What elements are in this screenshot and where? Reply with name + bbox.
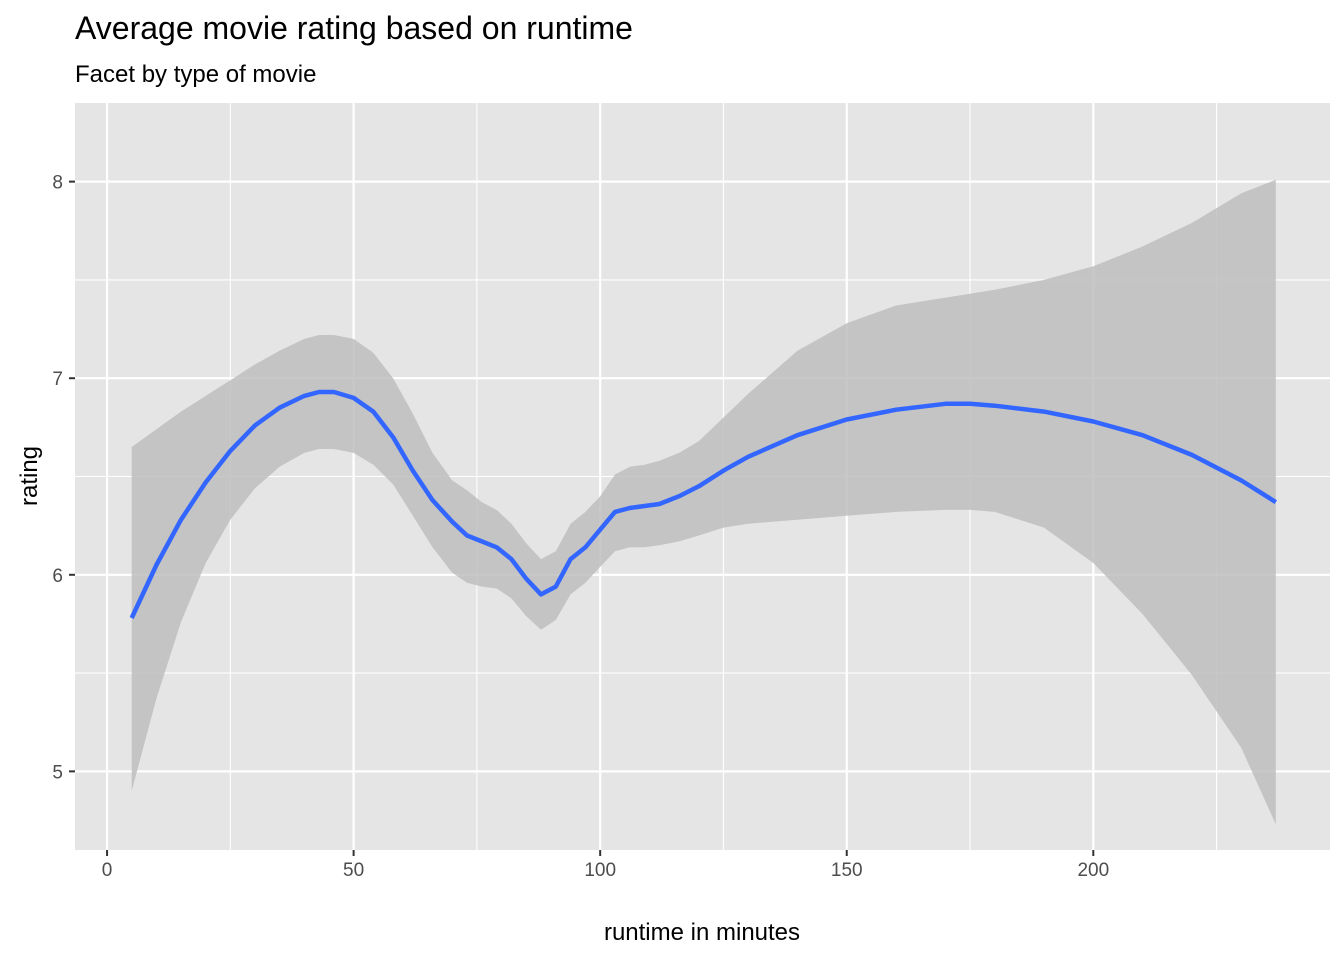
x-tick-label: 100: [584, 860, 616, 881]
chart-title: Average movie rating based on runtime: [75, 10, 633, 46]
y-axis: 5 6 7 8: [52, 173, 75, 783]
x-tick-label: 0: [102, 860, 113, 881]
x-axis: 0 50 100 150 200: [102, 850, 1109, 881]
x-tick-label: 150: [831, 860, 863, 881]
confidence-ribbon: [131, 179, 1276, 825]
y-tick-label: 6: [52, 566, 63, 587]
y-tick-label: 8: [52, 173, 63, 194]
chart-subtitle: Facet by type of movie: [75, 61, 316, 88]
y-tick-label: 7: [52, 369, 63, 390]
y-axis-title: rating: [16, 446, 43, 506]
x-axis-title: runtime in minutes: [604, 919, 800, 946]
smoothed-trend-line: [129, 389, 1277, 619]
y-tick-label: 5: [52, 762, 63, 783]
x-tick-label: 50: [343, 860, 364, 881]
x-tick-label: 200: [1077, 860, 1109, 881]
